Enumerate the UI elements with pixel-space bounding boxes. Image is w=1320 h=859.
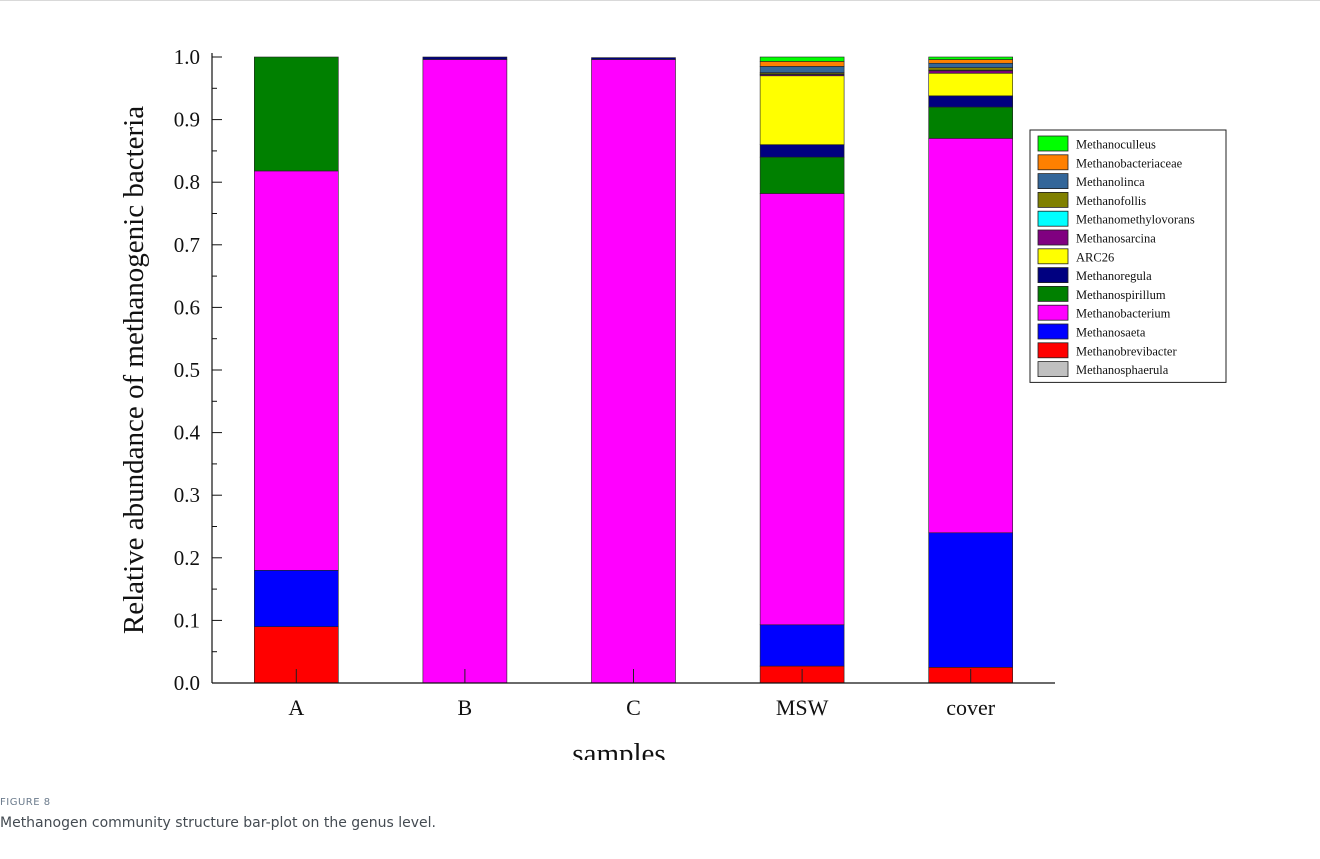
bar-segment-msw-methanoregula [759, 144, 845, 158]
axes-layer: A B C MSW cover 0.0 0.1 0.2 0.3 0.4 0.5 0.6 0.7 0.8 0.… [174, 45, 1055, 720]
legend-swatch [1037, 342, 1069, 359]
y-tick-label: 0.4 [174, 421, 201, 445]
legend-entry-label: Methanobacterium [1076, 307, 1171, 321]
bar-segment-cover-methanolinca [928, 62, 1014, 68]
x-tick-label: A [288, 695, 304, 720]
bar-segment-cover-methanoregula [928, 95, 1014, 108]
bar-segment-msw-methanobacteriaceae [759, 61, 845, 67]
top-divider [0, 0, 1320, 1]
legend-swatch [1037, 229, 1069, 246]
figure-caption: Methanogen community structure bar-plot … [0, 815, 436, 831]
bar-segment-cover-arc26 [928, 72, 1014, 97]
legend-swatch [1037, 248, 1069, 265]
legend-entry-label: Methanosaeta [1076, 326, 1146, 340]
legend-entry-label: Methanoculleus [1076, 138, 1156, 152]
bar-segment-msw-methanoculleus [759, 56, 845, 62]
bar-segment-cover-methanosarcina [928, 70, 1014, 74]
y-tick-label: 0.1 [174, 608, 200, 632]
bar-segment-b-methanobacterium [422, 59, 508, 684]
legend-swatch [1037, 154, 1069, 171]
y-tick-label: 0.5 [174, 358, 200, 382]
bar-segment-cover-methanoculleus [928, 56, 1014, 60]
legend-swatch [1037, 361, 1069, 378]
y-tick-label: 0.0 [174, 671, 200, 695]
bar-segment-a-methanobacterium [254, 170, 339, 571]
legend-entry-label: Methanofollis [1076, 194, 1146, 208]
bar-segment-c-methanobacterium [591, 59, 676, 684]
bar-segment-msw-methanospirillum [759, 156, 845, 194]
y-tick-label: 0.3 [174, 483, 200, 507]
legend: Methanoculleus Methanobacteriaceae Methano… [1029, 129, 1227, 383]
bar-segment-cover-methanofollis [928, 67, 1014, 71]
legend-entry-label: Methanobrevibacter [1076, 344, 1177, 358]
legend-entry-label: ARC26 [1076, 250, 1114, 264]
y-tick-label: 0.7 [174, 233, 200, 257]
legend-swatch [1037, 210, 1069, 227]
bar-segment-cover-methanobacteriaceae [928, 59, 1014, 64]
bar-segment-c-methanoregula [591, 57, 676, 60]
bar-segment-msw-methanolinca [759, 66, 845, 73]
legend-swatch [1037, 304, 1069, 321]
caption-block: FIGURE 8 Methanogen community structure … [0, 796, 1300, 832]
bar-segment-a-methanosaeta [254, 570, 339, 627]
figure-label: FIGURE 8 [0, 797, 51, 808]
legend-swatch [1037, 173, 1069, 190]
bar-segment-msw-methanobacterium [759, 193, 845, 626]
y-axis-label: Relative abundance of methanogenic bacte… [118, 106, 150, 634]
figure-panel: A B C MSW cover 0.0 0.1 0.2 0.3 0.4 0.5 0.6 0.7 0.8 0.… [118, 45, 1227, 770]
y-tick-label: 0.2 [174, 546, 200, 570]
bar-segment-cover-methanobacterium [928, 138, 1014, 534]
y-tick-label: 0.6 [174, 295, 200, 319]
bar-segment-b-methanoregula [422, 56, 508, 60]
x-tick-label: B [458, 695, 473, 720]
legend-entry-label: Methanosarcina [1076, 232, 1156, 246]
legend-entry-label: Methanobacteriaceae [1076, 156, 1183, 170]
x-tick-label: cover [946, 695, 996, 720]
legend-swatch [1037, 135, 1069, 152]
y-tick-label: 0.9 [174, 108, 200, 132]
bar-segment-cover-methanospirillum [928, 106, 1014, 139]
x-axis-label: samples [572, 738, 665, 760]
legend-swatch [1037, 285, 1069, 302]
stacked-bar-chart: A B C MSW cover 0.0 0.1 0.2 0.3 0.4 0.5 0.6 0.7 0.8 0.… [118, 45, 1227, 770]
bar-segment-msw-arc26 [759, 75, 845, 145]
bar-segment-cover-methanosaeta [928, 532, 1014, 668]
y-tick-label: 0.8 [174, 170, 200, 194]
x-tick-label: MSW [776, 695, 829, 720]
legend-swatch [1037, 323, 1069, 340]
legend-entry-label: Methanospirillum [1076, 288, 1166, 302]
bar-segment-msw-methanosaeta [759, 624, 845, 667]
legend-swatch [1037, 267, 1069, 284]
legend-entry-label: Methanomethylovorans [1076, 213, 1195, 227]
y-tick-label: 1.0 [174, 45, 200, 69]
legend-swatch [1037, 191, 1069, 208]
bar-layer [254, 56, 1014, 684]
x-tick-label: C [626, 695, 641, 720]
legend-entry-label: Methanosphaerula [1076, 363, 1169, 377]
bar-segment-a-methanospirillum [254, 56, 339, 172]
legend-entry-label: Methanoregula [1076, 269, 1152, 283]
legend-entry-label: Methanolinca [1076, 175, 1145, 189]
